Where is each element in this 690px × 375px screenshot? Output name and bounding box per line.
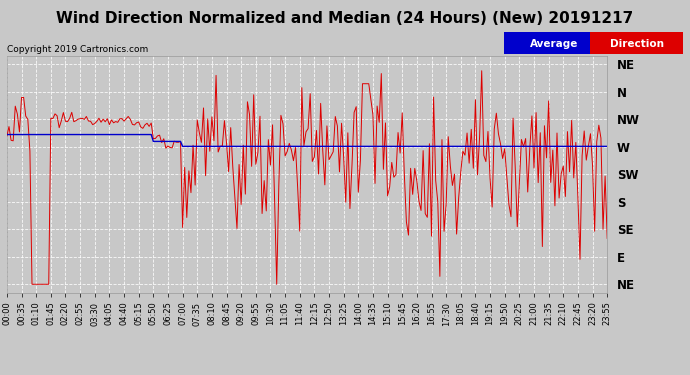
Text: Direction: Direction xyxy=(609,39,664,49)
Text: Copyright 2019 Cartronics.com: Copyright 2019 Cartronics.com xyxy=(7,45,148,54)
Text: Wind Direction Normalized and Median (24 Hours) (New) 20191217: Wind Direction Normalized and Median (24… xyxy=(57,11,633,26)
Text: Average: Average xyxy=(530,39,578,49)
